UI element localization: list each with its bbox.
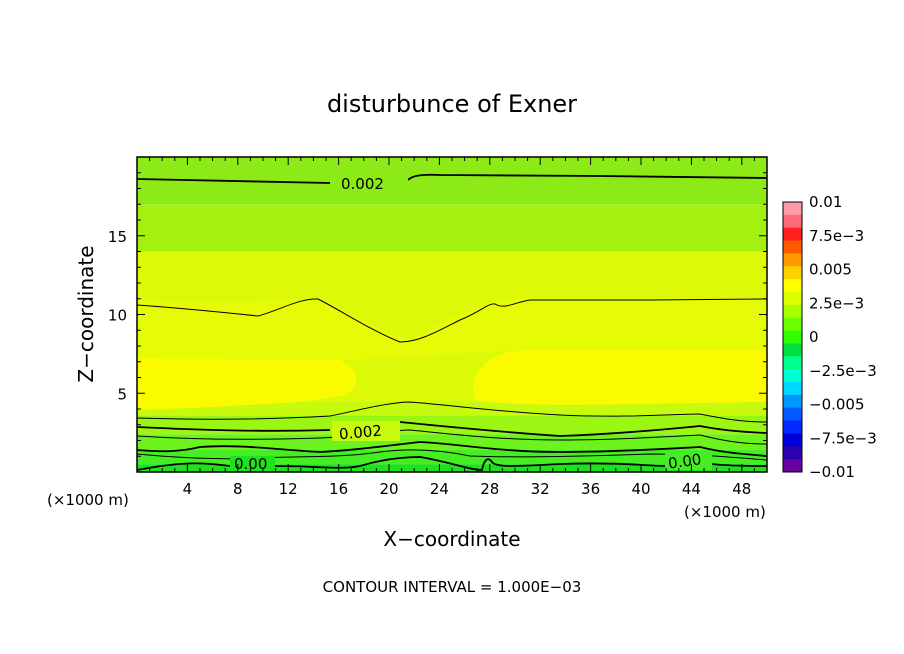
x-tick-label: 12 xyxy=(279,480,298,498)
colorbar-label: 2.5e−3 xyxy=(809,294,864,312)
colorbar-swatch xyxy=(783,433,802,447)
colorbar-swatch xyxy=(783,330,802,344)
field-max-left xyxy=(137,358,357,410)
colorbar-frame xyxy=(782,201,803,473)
contour-line xyxy=(137,456,767,471)
contour-lines xyxy=(137,173,767,471)
field-band xyxy=(137,401,767,416)
field-max-right xyxy=(473,350,767,405)
x-tick-label: 16 xyxy=(329,480,348,498)
y-axis-label: Z−coordinate xyxy=(74,245,98,382)
colorbar-swatch xyxy=(783,343,802,357)
colorbar-swatch xyxy=(783,394,802,409)
colorbar-swatch xyxy=(783,382,802,396)
contour-label: 0.00 xyxy=(667,450,703,472)
field-band xyxy=(137,449,767,465)
contour-label: 0.002 xyxy=(341,175,384,193)
colorbar-label: −0.005 xyxy=(809,396,865,414)
colorbar-swatch xyxy=(783,304,802,319)
colorbar-swatch xyxy=(783,407,802,422)
x-unit-right: (×1000 m) xyxy=(684,503,766,521)
x-tick-label: 44 xyxy=(682,480,701,498)
x-tick-label: 4 xyxy=(183,480,193,498)
field-mid-strip xyxy=(137,298,767,360)
y-tick-labels: 5 10 15 xyxy=(108,228,127,404)
colorbar-swatch xyxy=(783,356,802,370)
axis-ticks xyxy=(137,157,767,472)
colorbar-swatch xyxy=(783,279,802,293)
contour-line xyxy=(137,401,767,423)
colorbar-swatch xyxy=(783,253,802,267)
contour-line xyxy=(137,429,767,445)
x-tick-label: 40 xyxy=(631,480,650,498)
field-band xyxy=(137,204,767,252)
x-axis-label: X−coordinate xyxy=(383,527,520,551)
x-tick-label: 48 xyxy=(732,480,751,498)
colorbar-swatch xyxy=(783,214,802,229)
y-tick-label: 10 xyxy=(108,307,127,325)
field-band xyxy=(137,415,767,435)
colorbar-swatch xyxy=(783,369,802,383)
contour-label-mask xyxy=(332,173,408,193)
contour-label: 0.002 xyxy=(338,422,382,444)
colorbar-swatch xyxy=(783,227,802,242)
colorbar-label: 7.5e−3 xyxy=(809,227,864,245)
colorbar-swatch xyxy=(783,446,802,460)
y-tick-label: 15 xyxy=(108,228,127,246)
contour-line xyxy=(137,441,767,457)
colorbar-swatch xyxy=(783,459,802,473)
contour-label-mask xyxy=(332,421,400,441)
x-unit-left: (×1000 m) xyxy=(47,491,129,509)
colorbar-labels: 0.01 7.5e−3 0.005 2.5e−3 0 −2.5e−3 −0.005 −7.5e… xyxy=(809,193,877,481)
field-band xyxy=(137,434,767,450)
colorbar-label: −7.5e−3 xyxy=(809,429,877,447)
x-tick-label: 8 xyxy=(233,480,243,498)
x-tick-label: 36 xyxy=(581,480,600,498)
colorbar-swatch xyxy=(783,317,802,332)
plot-area xyxy=(137,157,767,472)
colorbar-label: 0.005 xyxy=(809,261,852,279)
x-tick-label: 32 xyxy=(531,480,550,498)
colorbar-swatch xyxy=(783,420,802,434)
colorbar-label: 0 xyxy=(809,328,819,346)
colorbar-swatch xyxy=(783,202,802,216)
colorbar-label: −0.01 xyxy=(809,463,855,481)
contour-interval-footer: CONTOUR INTERVAL = 1.000E−03 xyxy=(323,578,582,596)
x-tick-label: 28 xyxy=(480,480,499,498)
chart-title: disturbunce of Exner xyxy=(327,90,577,118)
contour-label-mask xyxy=(665,452,712,470)
contour-line xyxy=(137,298,767,343)
colorbar-label: −2.5e−3 xyxy=(809,362,877,380)
contour-line xyxy=(137,173,767,184)
contour-label: 0.00 xyxy=(234,455,267,473)
colorbar-swatch xyxy=(783,266,802,280)
colorbar-label: 0.01 xyxy=(809,193,842,211)
colorbar-swatch xyxy=(783,292,802,306)
contour-label-mask xyxy=(230,456,275,472)
x-tick-labels: 4 8 12 16 20 24 28 32 36 40 44 48 xyxy=(183,480,752,498)
x-tick-label: 20 xyxy=(379,480,398,498)
contour-line xyxy=(137,421,767,437)
colorbar-swatch xyxy=(783,240,802,254)
y-tick-label: 5 xyxy=(117,385,127,403)
colorbar xyxy=(782,201,803,473)
x-tick-label: 24 xyxy=(430,480,449,498)
